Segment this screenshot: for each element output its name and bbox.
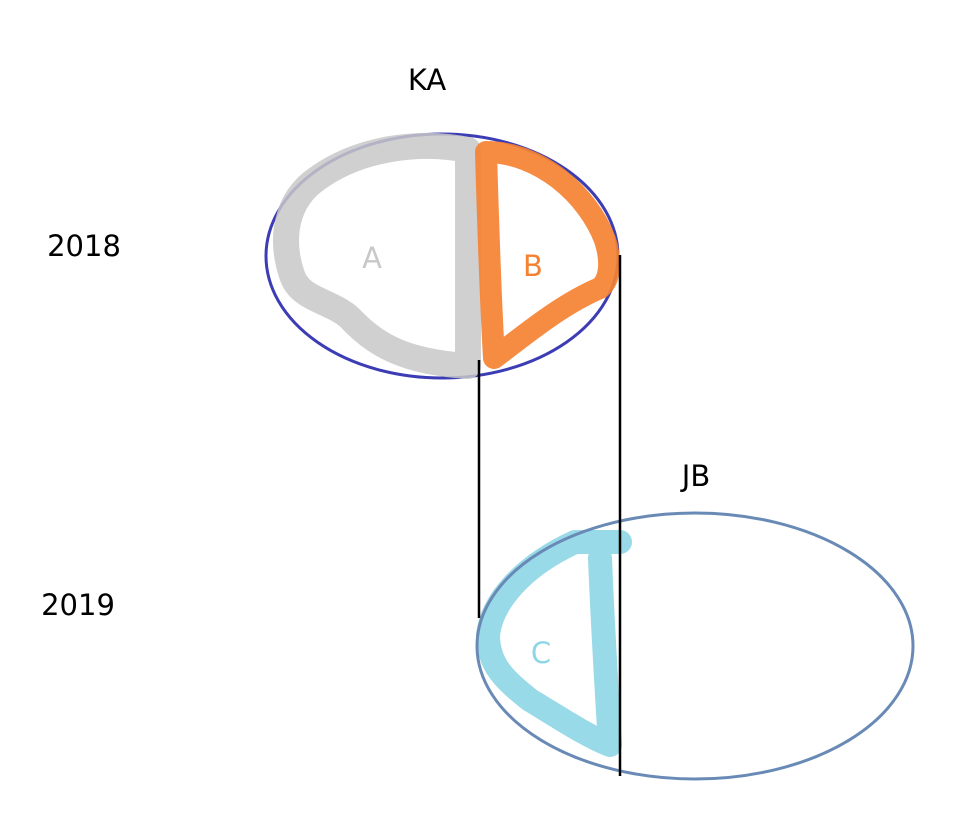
year-2019-label: 2019 — [41, 588, 115, 622]
year-2018-label: 2018 — [47, 229, 121, 263]
region-a-shape — [273, 132, 481, 379]
region-c-label: C — [531, 636, 551, 670]
ka-label: KA — [408, 63, 447, 97]
jb-ellipse — [475, 511, 915, 781]
region-b-shape — [475, 141, 621, 369]
region-a-label: A — [362, 241, 382, 275]
jb-label: JB — [680, 459, 710, 493]
region-c-shape — [476, 530, 632, 757]
region-b-label: B — [523, 249, 543, 283]
